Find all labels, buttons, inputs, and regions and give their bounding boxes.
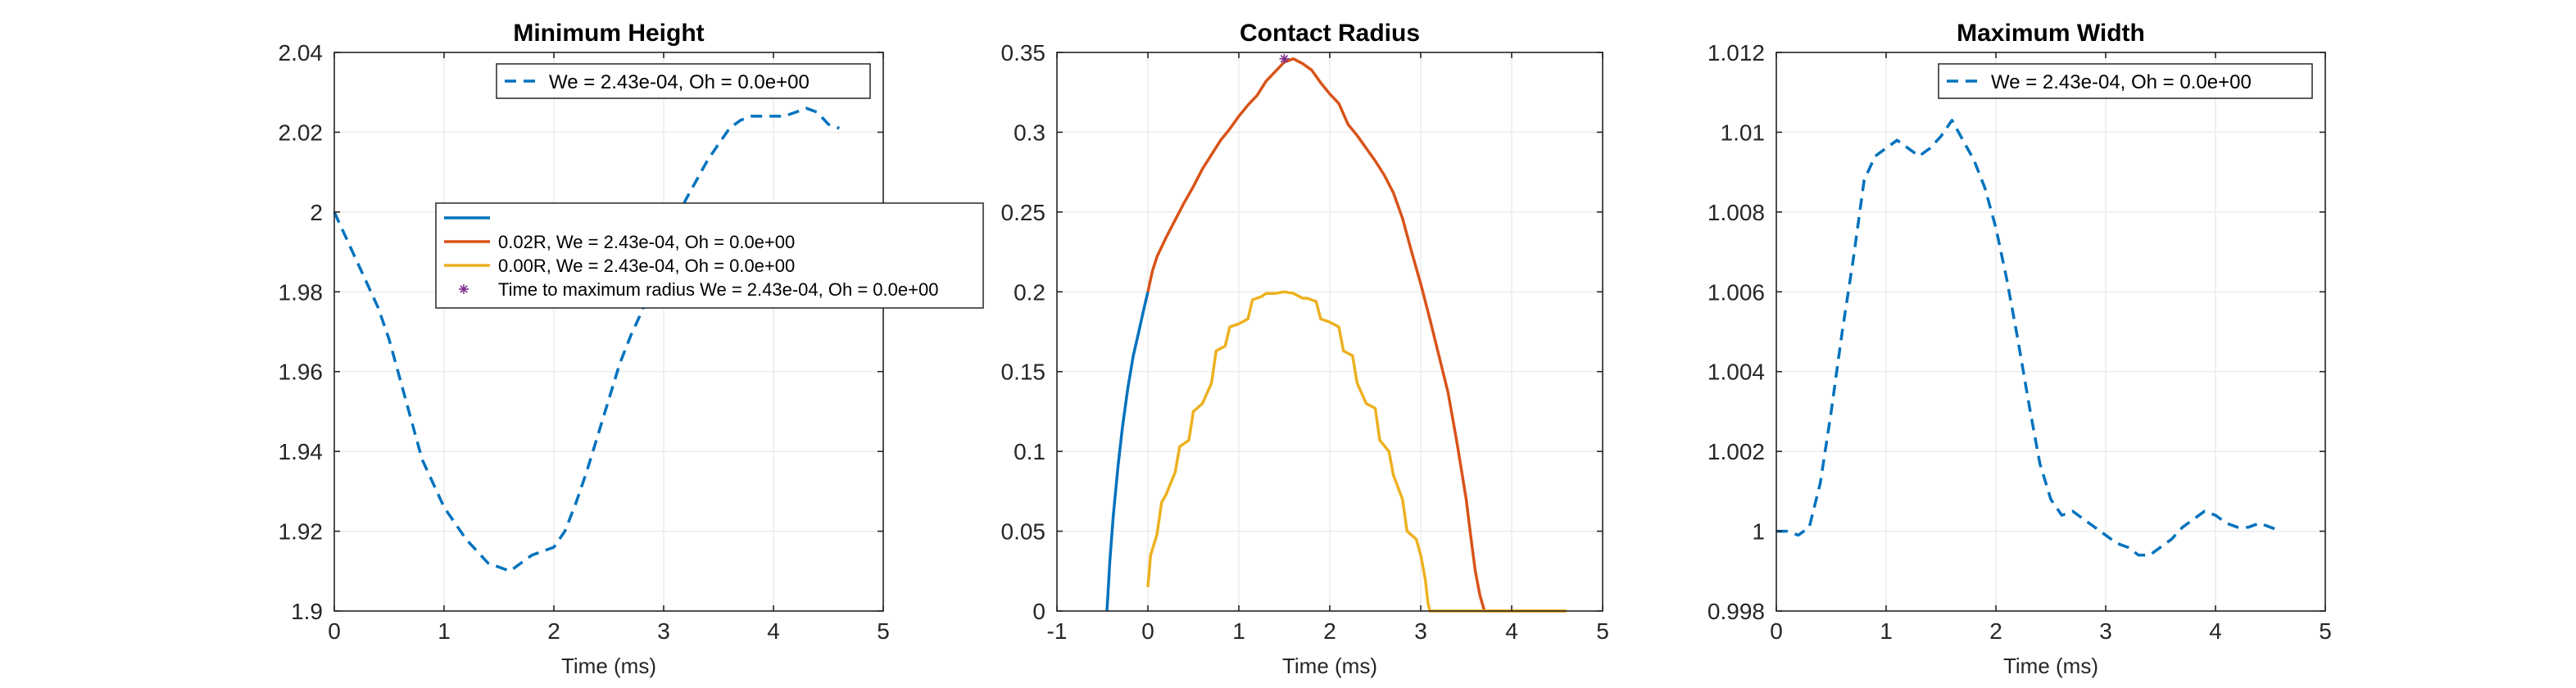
legend-box xyxy=(1938,63,2313,99)
y-tick-label: 0.1 xyxy=(1014,439,1045,464)
y-tick-label: 0.2 xyxy=(1014,279,1045,305)
x-tick-label: 1 xyxy=(1880,618,1893,644)
x-tick-label: 2 xyxy=(1323,618,1336,644)
legend-box xyxy=(496,63,871,99)
legend-label: 0.00R, We = 2.43e-04, Oh = 0.0e+00 xyxy=(498,256,795,276)
y-tick-label: 0.3 xyxy=(1014,120,1045,145)
y-tick-label: 1.008 xyxy=(1708,200,1765,225)
x-tick-label: 0 xyxy=(328,618,341,644)
y-tick-label: 2.04 xyxy=(279,40,324,66)
x-tick-label: 5 xyxy=(877,618,890,644)
chart-panel-1: 0 1 2 3 4 5 1.9 1.92 1.94 1.96 1.98 2 2.02 2.04 Minimu… xyxy=(279,20,890,678)
series-line-2 xyxy=(1146,57,1567,613)
series-line-1 xyxy=(1776,119,2283,557)
y-tick-label: 0 xyxy=(1032,599,1045,624)
series-line-1 xyxy=(1105,291,1150,612)
y-tick-label: 1.98 xyxy=(279,279,324,305)
legend-label: We = 2.43e-04, Oh = 0.0e+00 xyxy=(549,71,810,93)
y-tick-label: 1.012 xyxy=(1708,40,1765,66)
y-tick-label: 0.15 xyxy=(1001,360,1046,385)
y-tick-label: 1.9 xyxy=(291,599,323,624)
x-tick-label: 4 xyxy=(1505,618,1518,644)
x-axis-label: Time (ms) xyxy=(2003,654,2098,678)
y-tick-label: 1.004 xyxy=(1708,360,1765,385)
legend-label: We = 2.43e-04, Oh = 0.0e+00 xyxy=(1991,71,2252,93)
y-tick-label: 1.01 xyxy=(1721,120,1766,145)
x-tick-label: 0 xyxy=(1141,618,1154,644)
legend-label: Time to maximum radius We = 2.43e-04, Oh… xyxy=(498,279,938,300)
legend: We = 2.43e-04, Oh = 0.0e+00 xyxy=(496,63,871,99)
chart-title: Contact Radius xyxy=(1240,20,1420,47)
x-tick-label: 0 xyxy=(1770,618,1783,644)
y-tick-label: 1.94 xyxy=(279,439,324,464)
y-tick-label: 2 xyxy=(310,200,323,225)
y-tick-label: 0.998 xyxy=(1708,599,1765,624)
y-tick-label: 0.05 xyxy=(1001,519,1046,545)
series-line-1 xyxy=(333,106,841,573)
chart-panel-2: -1 0 1 2 3 4 500.050.10.150.20.250.30.35Contac… xyxy=(435,20,1609,678)
y-tick-label: 2.02 xyxy=(279,120,324,145)
x-tick-label: 4 xyxy=(2209,618,2222,644)
y-tick-label: 1 xyxy=(1752,519,1765,545)
axes-box xyxy=(1776,52,2326,612)
x-tick-label: 3 xyxy=(2099,618,2112,644)
x-tick-label: 2 xyxy=(547,618,560,644)
legend-swatch-marker xyxy=(459,284,469,294)
x-axis-label: Time (ms) xyxy=(1282,654,1377,678)
legend: 0.02R, We = 2.43e-04, Oh = 0.0e+00 0.00R,… xyxy=(435,202,984,309)
series-line-3 xyxy=(1146,290,1567,613)
legend-label: 0.02R, We = 2.43e-04, Oh = 0.0e+00 xyxy=(498,232,795,252)
chart-title: Maximum Width xyxy=(1957,20,2145,47)
max-radius-marker xyxy=(1279,53,1290,64)
legend-box xyxy=(435,202,984,309)
chart-title: Minimum Height xyxy=(513,20,704,47)
x-tick-label: 5 xyxy=(1596,618,1609,644)
x-tick-label: 1 xyxy=(1232,618,1245,644)
axes-box xyxy=(333,52,884,612)
y-tick-label: 1.006 xyxy=(1708,279,1765,305)
y-tick-label: 0.25 xyxy=(1001,200,1046,225)
y-tick-label: 1.92 xyxy=(279,519,324,545)
x-axis-label: Time (ms) xyxy=(561,654,656,678)
x-tick-label: 3 xyxy=(657,618,670,644)
x-tick-label: 5 xyxy=(2319,618,2332,644)
x-tick-label: 2 xyxy=(1989,618,2002,644)
x-tick-label: 3 xyxy=(1414,618,1427,644)
x-tick-label: 4 xyxy=(767,618,780,644)
y-tick-label: 1.002 xyxy=(1708,439,1765,464)
x-tick-label: -1 xyxy=(1047,618,1068,644)
legend: We = 2.43e-04, Oh = 0.0e+00 xyxy=(1938,63,2313,99)
y-tick-label: 0.35 xyxy=(1001,40,1046,66)
chart-panel-3: 0 1 2 3 4 5 0.998 1 1.002 1.004 1.006 1.008 1.01 1.01… xyxy=(1708,20,2332,678)
y-tick-label: 1.96 xyxy=(279,360,324,385)
x-tick-label: 1 xyxy=(438,618,451,644)
